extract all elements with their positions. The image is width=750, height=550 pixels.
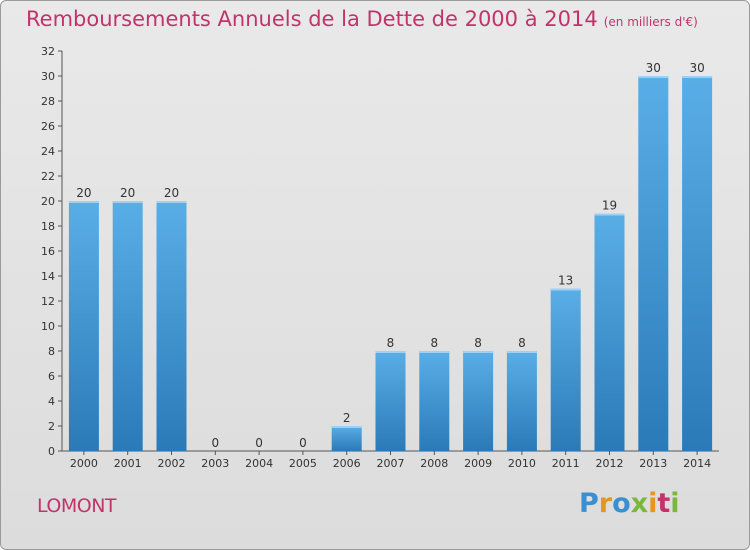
bar-data-label: 0 — [255, 436, 263, 450]
y-tick-label: 12 — [41, 295, 55, 308]
bar-data-label: 8 — [430, 336, 438, 350]
x-tick-label: 2013 — [639, 457, 667, 470]
x-tick-label: 2007 — [377, 457, 405, 470]
bar-data-label: 8 — [474, 336, 482, 350]
x-tick-label: 2014 — [683, 457, 711, 470]
bar — [68, 201, 99, 451]
bar-highlight — [550, 288, 581, 291]
bar-highlight — [375, 351, 406, 353]
logo-letter: x — [630, 488, 649, 519]
y-tick-label: 24 — [41, 145, 55, 158]
y-tick-label: 22 — [41, 170, 55, 183]
x-tick-label: 2011 — [552, 457, 580, 470]
bar-data-label: 20 — [164, 186, 179, 200]
bar-data-label: 20 — [76, 186, 91, 200]
bar-data-label: 30 — [689, 61, 704, 75]
bar-data-label: 0 — [299, 436, 307, 450]
y-tick-label: 4 — [48, 395, 55, 408]
y-tick-label: 20 — [41, 195, 55, 208]
y-tick-label: 14 — [41, 270, 55, 283]
logo-letter: r — [598, 488, 613, 519]
y-tick-label: 18 — [41, 220, 55, 233]
x-tick-label: 2004 — [245, 457, 273, 470]
logo-letter: i — [648, 488, 658, 519]
bar-highlight — [638, 76, 669, 78]
x-tick-label: 2006 — [333, 457, 361, 470]
bar-data-label: 2 — [343, 411, 351, 425]
y-tick-label: 0 — [48, 445, 55, 458]
bar — [375, 351, 406, 451]
proxiti-logo: Proxiti — [579, 488, 680, 519]
bar-highlight — [594, 213, 625, 216]
bar-highlight — [682, 76, 713, 78]
x-tick-label: 2010 — [508, 457, 536, 470]
x-tick-label: 2000 — [70, 457, 98, 470]
y-tick-label: 2 — [48, 420, 55, 433]
bar — [156, 201, 187, 451]
bar-data-label: 19 — [602, 199, 617, 213]
y-tick-label: 28 — [41, 95, 55, 108]
bar — [594, 213, 625, 451]
bar-highlight — [463, 351, 494, 353]
bar — [331, 426, 362, 451]
bar — [506, 351, 537, 451]
commune-name: LOMONT — [37, 495, 117, 517]
y-tick-label: 6 — [48, 370, 55, 383]
y-tick-label: 16 — [41, 245, 55, 258]
x-tick-label: 2001 — [114, 457, 142, 470]
y-tick-label: 30 — [41, 70, 55, 83]
bar-highlight — [419, 351, 450, 353]
x-tick-label: 2005 — [289, 457, 317, 470]
x-tick-label: 2008 — [420, 457, 448, 470]
bar — [463, 351, 494, 451]
x-tick-label: 2002 — [158, 457, 186, 470]
bar-data-label: 8 — [518, 336, 526, 350]
bar — [550, 288, 581, 451]
bar-highlight — [506, 351, 537, 353]
bar — [112, 201, 143, 451]
bar — [638, 76, 669, 451]
y-tick-label: 8 — [48, 345, 55, 358]
bar-highlight — [156, 201, 187, 203]
bar — [419, 351, 450, 451]
bar-highlight — [68, 201, 99, 203]
y-tick-label: 26 — [41, 120, 55, 133]
y-tick-label: 32 — [41, 45, 55, 58]
logo-letter: t — [657, 488, 671, 519]
chart-title-text: Remboursements Annuels de la Dette de 20… — [26, 7, 598, 31]
bar-data-label: 30 — [646, 61, 661, 75]
bar-highlight — [331, 426, 362, 428]
bar — [682, 76, 713, 451]
x-tick-label: 2003 — [201, 457, 229, 470]
bar-data-label: 13 — [558, 274, 573, 288]
bar-data-label: 20 — [120, 186, 135, 200]
chart-subtitle: (en milliers d'€) — [603, 15, 698, 29]
x-tick-label: 2009 — [464, 457, 492, 470]
y-tick-label: 10 — [41, 320, 55, 333]
bar-data-label: 8 — [387, 336, 395, 350]
logo-letter: i — [670, 488, 680, 519]
logo-letter: P — [579, 488, 599, 519]
bar-data-label: 0 — [211, 436, 219, 450]
logo-letter: o — [612, 488, 631, 519]
bar-highlight — [112, 201, 143, 203]
x-tick-label: 2012 — [596, 457, 624, 470]
chart-title: Remboursements Annuels de la Dette de 20… — [26, 7, 698, 31]
